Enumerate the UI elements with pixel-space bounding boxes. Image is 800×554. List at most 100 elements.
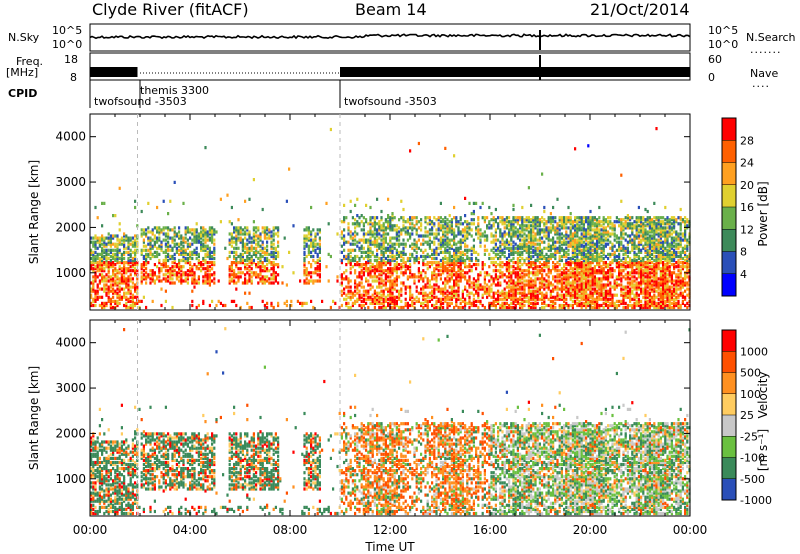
- rti-cell: [571, 250, 574, 254]
- rti-cell: [129, 273, 132, 277]
- rti-cell: [565, 281, 568, 285]
- rti-cell: [272, 263, 275, 267]
- rti-cell: [180, 246, 183, 250]
- rti-cell: [318, 242, 321, 246]
- rti-cell: [444, 230, 447, 234]
- rti-cell: [398, 230, 401, 234]
- rti-cell: [611, 222, 614, 226]
- rti-cell: [393, 283, 396, 287]
- rti-cell: [534, 283, 537, 287]
- rti-cell: [382, 263, 385, 267]
- rti-cell: [433, 232, 436, 236]
- rti-cell: [131, 269, 134, 273]
- rti-cell: [252, 273, 255, 277]
- rti-cell: [585, 277, 588, 281]
- rti-cell: [585, 293, 588, 297]
- rti-cell: [365, 238, 368, 242]
- rti-cell: [411, 275, 414, 279]
- rti-cell: [398, 291, 401, 295]
- date-label: 21/Oct/2014: [590, 0, 690, 19]
- rti-cell: [402, 220, 405, 224]
- rti-cell: [494, 283, 497, 287]
- rti-cell: [389, 297, 392, 301]
- rti-cell: [204, 275, 207, 279]
- rti-cell: [246, 248, 249, 252]
- rti-cell: [241, 271, 244, 275]
- rti-cell: [490, 256, 493, 261]
- rti-cell: [415, 220, 418, 224]
- rti-cell: [244, 279, 247, 283]
- rti-cell: [560, 236, 563, 240]
- rti-cell: [435, 265, 438, 269]
- rti-cell: [541, 220, 544, 224]
- rti-cell: [497, 246, 500, 250]
- rti-cell: [538, 265, 541, 269]
- rti-cell: [543, 209, 546, 214]
- rti-cell: [455, 258, 458, 263]
- rti-cell: [552, 246, 555, 250]
- rti-cell: [101, 265, 104, 269]
- rti-cell: [457, 228, 460, 232]
- rti-cell: [417, 297, 420, 301]
- rti-cell: [453, 242, 456, 246]
- rti-cell: [541, 248, 544, 252]
- rti-cell: [127, 277, 130, 281]
- rti-cell: [116, 271, 119, 275]
- rti-cell: [336, 232, 339, 236]
- rti-cell: [585, 299, 588, 303]
- rti-cell: [356, 283, 359, 287]
- rti-cell: [98, 269, 101, 273]
- rti-cell: [486, 271, 489, 275]
- rti-cell: [442, 269, 445, 273]
- rti-cell: [587, 285, 590, 289]
- rti-cell: [589, 238, 592, 242]
- rti-cell: [453, 295, 456, 299]
- rti-cell: [499, 240, 502, 244]
- rti-cell: [191, 267, 194, 271]
- rti-cell: [596, 283, 599, 287]
- rti-cell: [382, 224, 385, 228]
- rti-cell: [208, 279, 211, 283]
- rti-cell: [129, 291, 132, 295]
- rti-cell: [169, 281, 172, 285]
- rti-cell: [521, 220, 524, 224]
- rti-cell: [395, 261, 398, 265]
- rti-cell: [384, 275, 387, 279]
- rti-cell: [580, 267, 583, 271]
- rti-cell: [237, 236, 240, 240]
- rti-cell: [92, 254, 95, 259]
- rti-cell: [547, 228, 550, 232]
- rti-cell: [580, 234, 583, 238]
- rti-cell: [442, 230, 445, 234]
- rti-cell: [534, 232, 537, 236]
- rti-cell: [505, 305, 508, 310]
- rti-cell: [182, 265, 185, 269]
- rti-cell: [565, 261, 568, 265]
- rti-cell: [501, 265, 504, 269]
- rti-cell: [593, 254, 596, 259]
- rti-cell: [521, 224, 524, 228]
- rti-cell: [96, 263, 99, 267]
- rti-cell: [318, 250, 321, 254]
- rti-cell: [448, 301, 451, 305]
- rti-cell: [184, 226, 187, 230]
- rti-cell: [461, 240, 464, 244]
- rti-cell: [580, 238, 583, 242]
- rti-cell: [314, 236, 317, 240]
- rti-cell: [343, 236, 346, 240]
- rti-cell: [272, 271, 275, 275]
- rti-cell: [492, 218, 495, 222]
- rti-cell: [488, 301, 491, 305]
- rti-cell: [472, 263, 475, 267]
- rti-cell: [558, 258, 561, 263]
- rti-cell: [189, 230, 192, 234]
- rti-cell: [585, 228, 588, 232]
- rti-cell: [532, 273, 535, 277]
- rti-cell: [494, 234, 497, 238]
- rti-cell: [400, 293, 403, 297]
- rti-cell: [208, 254, 211, 259]
- rti-cell: [393, 256, 396, 261]
- rti-cell: [208, 236, 211, 240]
- rti-cell: [420, 228, 423, 232]
- rti-cell: [448, 250, 451, 254]
